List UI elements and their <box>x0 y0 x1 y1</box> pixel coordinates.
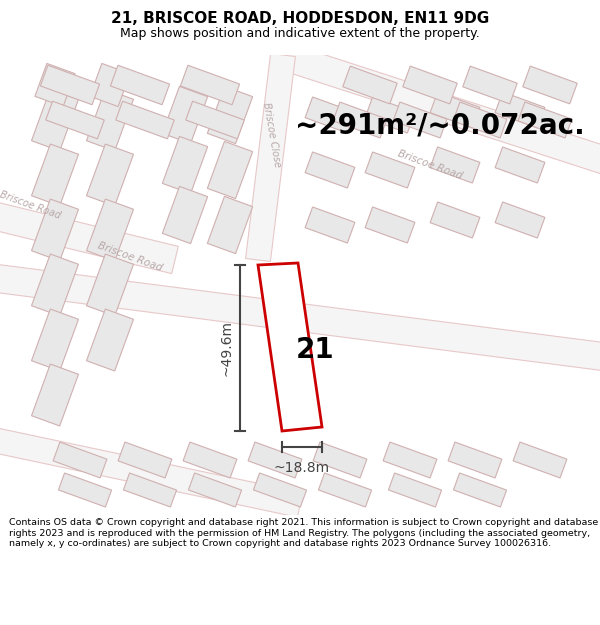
Polygon shape <box>430 147 480 183</box>
Polygon shape <box>46 101 104 139</box>
Polygon shape <box>333 102 387 138</box>
Polygon shape <box>0 422 302 518</box>
Polygon shape <box>365 207 415 243</box>
Polygon shape <box>365 152 415 188</box>
Polygon shape <box>110 65 170 105</box>
Polygon shape <box>248 442 302 478</box>
Polygon shape <box>430 92 480 128</box>
Polygon shape <box>305 97 355 133</box>
Polygon shape <box>383 442 437 478</box>
Polygon shape <box>124 473 176 507</box>
Polygon shape <box>86 254 134 316</box>
Polygon shape <box>163 86 208 144</box>
Polygon shape <box>86 89 134 151</box>
Polygon shape <box>518 102 572 138</box>
Polygon shape <box>163 186 208 244</box>
Text: Briscoe Road: Briscoe Road <box>0 189 62 221</box>
Polygon shape <box>40 65 100 105</box>
Polygon shape <box>31 309 79 371</box>
Polygon shape <box>388 473 442 507</box>
Polygon shape <box>86 309 134 371</box>
Polygon shape <box>253 473 307 507</box>
Polygon shape <box>343 66 397 104</box>
Polygon shape <box>0 261 600 374</box>
Polygon shape <box>183 442 237 478</box>
Polygon shape <box>448 442 502 478</box>
Polygon shape <box>393 102 447 138</box>
Polygon shape <box>0 196 178 274</box>
Polygon shape <box>454 473 506 507</box>
Text: 21, BRISCOE ROAD, HODDESDON, EN11 9DG: 21, BRISCOE ROAD, HODDESDON, EN11 9DG <box>111 11 489 26</box>
Text: Briscoe Close: Briscoe Close <box>262 102 283 168</box>
Polygon shape <box>275 42 600 188</box>
Polygon shape <box>58 473 112 507</box>
Polygon shape <box>365 97 415 133</box>
Polygon shape <box>186 101 244 139</box>
Polygon shape <box>495 202 545 238</box>
Polygon shape <box>163 136 208 194</box>
Polygon shape <box>53 442 107 478</box>
Polygon shape <box>31 254 79 316</box>
Polygon shape <box>208 141 253 199</box>
Polygon shape <box>453 102 507 138</box>
Polygon shape <box>90 63 130 107</box>
Polygon shape <box>258 263 322 431</box>
Polygon shape <box>208 86 253 144</box>
Polygon shape <box>495 147 545 183</box>
Polygon shape <box>181 65 239 105</box>
Polygon shape <box>245 54 295 261</box>
Polygon shape <box>31 199 79 261</box>
Polygon shape <box>463 66 517 104</box>
Text: Contains OS data © Crown copyright and database right 2021. This information is : Contains OS data © Crown copyright and d… <box>9 518 598 548</box>
Polygon shape <box>319 473 371 507</box>
Polygon shape <box>188 473 242 507</box>
Text: ~291m²/~0.072ac.: ~291m²/~0.072ac. <box>295 111 585 139</box>
Text: 21: 21 <box>296 336 334 364</box>
Polygon shape <box>116 101 174 139</box>
Polygon shape <box>495 92 545 128</box>
Polygon shape <box>208 196 253 254</box>
Text: ~18.8m: ~18.8m <box>274 461 330 475</box>
Polygon shape <box>430 202 480 238</box>
Text: ~49.6m: ~49.6m <box>219 320 233 376</box>
Polygon shape <box>35 63 75 107</box>
Polygon shape <box>118 442 172 478</box>
Polygon shape <box>31 89 79 151</box>
Polygon shape <box>86 144 134 206</box>
Polygon shape <box>31 364 79 426</box>
Text: Briscoe Road: Briscoe Road <box>97 241 164 273</box>
Polygon shape <box>86 199 134 261</box>
Polygon shape <box>403 66 457 104</box>
Polygon shape <box>305 152 355 188</box>
Text: Briscoe Road: Briscoe Road <box>397 149 464 181</box>
Polygon shape <box>305 207 355 243</box>
Polygon shape <box>523 66 577 104</box>
Polygon shape <box>313 442 367 478</box>
Polygon shape <box>31 144 79 206</box>
Polygon shape <box>513 442 567 478</box>
Text: Map shows position and indicative extent of the property.: Map shows position and indicative extent… <box>120 27 480 39</box>
